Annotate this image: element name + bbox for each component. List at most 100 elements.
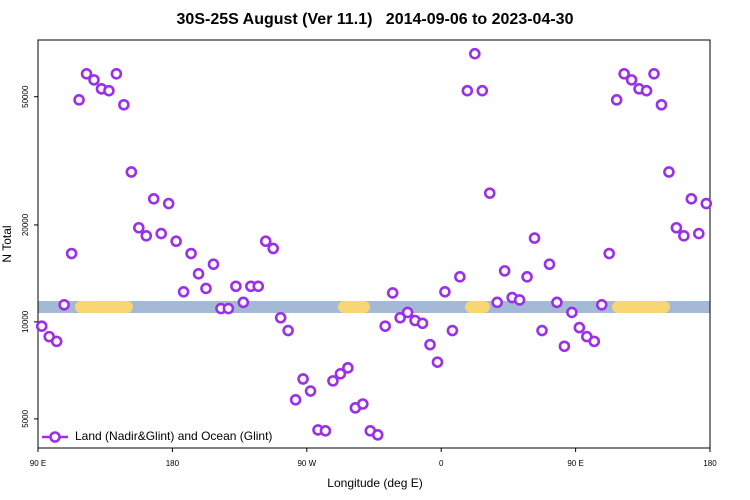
ocean-band — [38, 301, 710, 313]
point — [498, 265, 511, 277]
land-band — [465, 301, 490, 313]
point — [327, 375, 339, 387]
land-band — [338, 301, 370, 313]
point — [625, 74, 638, 86]
point — [342, 362, 354, 374]
point — [401, 306, 414, 319]
x-tick-label: 90 W — [297, 459, 316, 468]
point — [185, 247, 197, 260]
point — [648, 68, 660, 80]
point — [192, 268, 205, 280]
point — [103, 84, 115, 97]
legend-label: Land (Nadir&Glint) and Ocean (Glint) — [75, 429, 272, 443]
point — [468, 47, 481, 60]
point — [334, 368, 347, 380]
point — [252, 280, 265, 293]
y-axis-label: N Total — [0, 225, 14, 262]
point — [110, 68, 123, 80]
y-tick-label: 5000 — [21, 409, 30, 427]
point — [162, 197, 175, 210]
point — [551, 296, 563, 309]
point — [655, 98, 668, 111]
land-band — [612, 301, 670, 313]
point — [476, 84, 489, 97]
point — [371, 429, 384, 441]
y-tick-label: 20000 — [21, 213, 30, 236]
point — [610, 94, 623, 106]
x-tick-label: 90 E — [30, 459, 46, 468]
point — [558, 340, 571, 353]
point — [618, 68, 630, 80]
point — [237, 296, 250, 309]
point — [274, 311, 287, 324]
point — [566, 306, 578, 319]
point — [595, 298, 608, 311]
x-tick-label: 180 — [703, 459, 717, 468]
point — [379, 320, 392, 332]
point — [170, 235, 182, 248]
y-tick-label: 10000 — [21, 310, 30, 333]
point — [319, 425, 332, 437]
point — [483, 187, 496, 199]
point — [678, 230, 690, 242]
point — [259, 235, 272, 248]
point — [304, 385, 317, 397]
point — [282, 324, 294, 337]
point — [222, 302, 235, 315]
point — [356, 398, 369, 410]
point — [394, 311, 406, 324]
point — [416, 317, 429, 330]
point — [439, 285, 451, 298]
point — [491, 296, 504, 309]
point — [685, 193, 698, 205]
surface-band — [38, 301, 710, 313]
point — [125, 166, 138, 178]
point — [80, 68, 93, 80]
point — [424, 338, 436, 351]
point — [513, 294, 526, 306]
point — [528, 232, 541, 244]
point — [461, 84, 474, 97]
point — [177, 285, 190, 298]
land-band — [75, 301, 133, 313]
point — [297, 373, 309, 385]
point — [543, 258, 556, 271]
point — [58, 298, 70, 311]
legend-marker — [49, 431, 61, 443]
point — [147, 193, 160, 205]
plot-frame — [37, 39, 711, 449]
point — [521, 271, 533, 283]
point — [230, 280, 242, 293]
point — [289, 393, 302, 406]
point — [267, 242, 280, 255]
point — [65, 247, 78, 260]
x-tick-label: 180 — [166, 459, 180, 468]
point — [386, 287, 399, 299]
point — [88, 74, 100, 86]
y-tick-label: 50000 — [21, 85, 30, 108]
chart-title: 30S-25S August (Ver 11.1) 2014-09-06 to … — [177, 11, 574, 28]
point — [700, 197, 713, 210]
point — [446, 324, 459, 337]
x-tick-label: 0 — [439, 459, 444, 468]
point — [603, 247, 616, 260]
point — [118, 98, 130, 111]
point — [692, 227, 705, 240]
x-tick-label: 90 E — [567, 459, 583, 468]
point — [431, 356, 444, 368]
point — [454, 271, 466, 283]
point — [640, 84, 653, 97]
point — [663, 166, 675, 178]
point — [670, 221, 683, 234]
point — [140, 230, 153, 242]
point — [588, 335, 601, 348]
point — [536, 324, 548, 337]
point — [133, 221, 145, 234]
point — [50, 335, 63, 348]
point — [35, 320, 48, 332]
point — [200, 282, 212, 295]
x-axis-label: Longitude (deg E) — [327, 476, 422, 490]
point — [155, 227, 167, 240]
point — [207, 258, 220, 271]
